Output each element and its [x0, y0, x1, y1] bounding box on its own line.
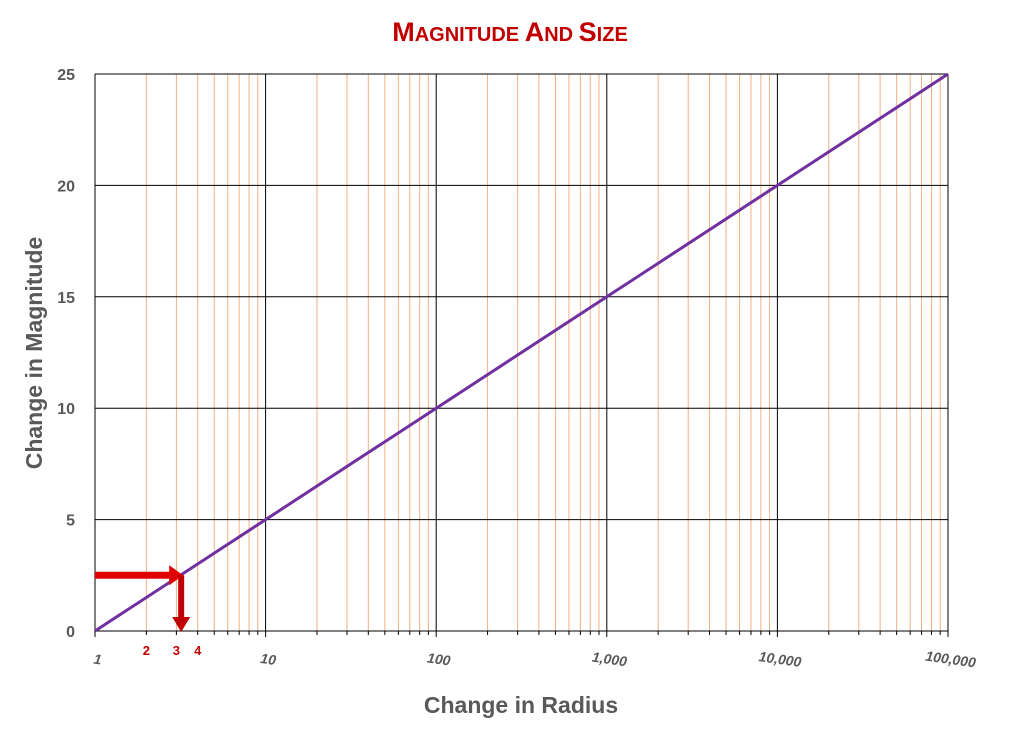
major-grid [94, 73, 949, 637]
y-tick-label: 25 [57, 67, 75, 84]
x-tick-label: 1,000 [591, 649, 628, 670]
annotations [95, 565, 191, 632]
highlight-tick-label: 2 [143, 643, 150, 658]
chart-title: MAGNITUDE AND SIZE [392, 17, 628, 47]
vertical-arrow-head [172, 617, 191, 632]
highlight-tick-label: 4 [194, 643, 202, 658]
series-line [94, 72, 949, 633]
y-tick-labels: 0 5 10 15 20 25 [57, 67, 75, 641]
horizontal-arrow-head [169, 565, 184, 586]
x-tick-label: 1 [93, 651, 103, 668]
highlight-tick-label: 3 [173, 643, 180, 658]
y-tick-label: 20 [57, 178, 75, 195]
x-tick-labels: 1 10 100 1,000 10,000 100,000 [93, 648, 977, 671]
x-tick-label: 10 [259, 650, 277, 668]
x-tick-label: 100,000 [925, 648, 978, 671]
y-tick-label: 0 [66, 624, 75, 641]
y-tick-label: 10 [57, 401, 75, 418]
x-tick-label: 10,000 [758, 648, 803, 670]
x-axis-title: Change in Radius [424, 692, 618, 718]
y-tick-label: 15 [57, 290, 75, 307]
x-tick-label: 100 [426, 650, 452, 669]
y-axis-title: Change in Magnitude [21, 237, 47, 470]
y-tick-label: 5 [66, 513, 75, 530]
series-group [94, 72, 949, 633]
minor-grid [145, 74, 941, 631]
